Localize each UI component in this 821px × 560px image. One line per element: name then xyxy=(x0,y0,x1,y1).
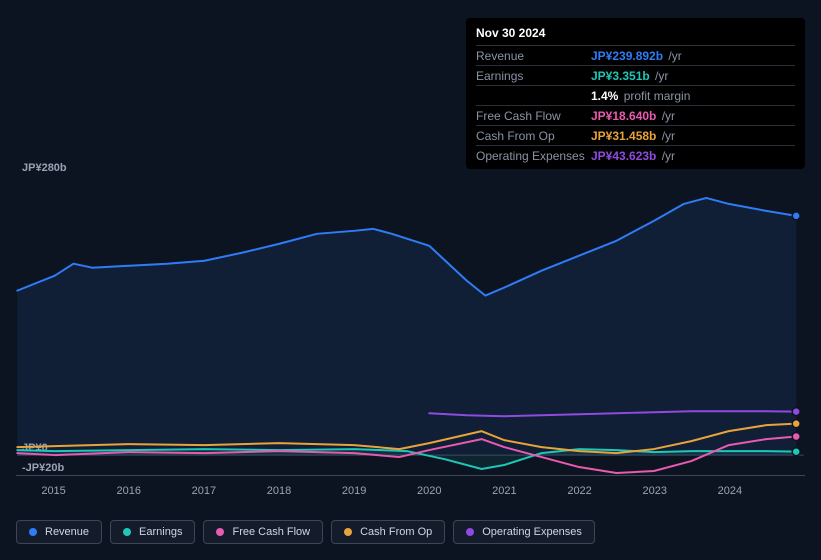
tooltip-row-label: Cash From Op xyxy=(476,129,591,143)
tooltip-row-label: Revenue xyxy=(476,49,591,63)
tooltip-extra-label: profit margin xyxy=(620,89,690,103)
tooltip-row-value: JP¥18.640b xyxy=(591,109,656,123)
legend-label: Earnings xyxy=(139,526,182,538)
x-axis-labels: 2015 2016 2017 2018 2019 2020 2021 2022 2023 2024 xyxy=(16,485,805,505)
x-axis-label: 2022 xyxy=(567,485,591,497)
tooltip-card: Nov 30 2024 RevenueJP¥239.892b /yrEarnin… xyxy=(466,18,805,169)
x-axis-label: 2015 xyxy=(41,485,65,497)
legend-item[interactable]: Earnings xyxy=(110,520,195,544)
tooltip-row-suffix: /yr xyxy=(658,109,675,123)
x-axis-label: 2019 xyxy=(342,485,366,497)
legend-dot-icon xyxy=(466,528,474,536)
tooltip-row-value: JP¥239.892b xyxy=(591,49,663,63)
legend-label: Cash From Op xyxy=(360,526,432,538)
legend-dot-icon xyxy=(29,528,37,536)
tooltip-date: Nov 30 2024 xyxy=(476,24,795,46)
legend-item[interactable]: Cash From Op xyxy=(331,520,445,544)
tooltip-row-suffix: /yr xyxy=(658,129,675,143)
legend-item[interactable]: Free Cash Flow xyxy=(203,520,323,544)
tooltip-row: RevenueJP¥239.892b /yr xyxy=(476,46,795,66)
y-axis-label: JP¥280b xyxy=(22,162,67,174)
x-axis-label: 2020 xyxy=(417,485,441,497)
x-axis-label: 2021 xyxy=(492,485,516,497)
series-end-marker-opex xyxy=(792,408,800,416)
tooltip-row-value: JP¥43.623b xyxy=(591,149,656,163)
x-axis-label: 2023 xyxy=(642,485,666,497)
series-end-marker-earnings xyxy=(792,448,800,456)
legend-dot-icon xyxy=(216,528,224,536)
series-end-marker-fcf xyxy=(792,433,800,441)
legend-label: Free Cash Flow xyxy=(232,526,310,538)
tooltip-row-suffix: /yr xyxy=(658,149,675,163)
tooltip-row: 1.4% profit margin xyxy=(476,86,795,106)
tooltip-row-label: Operating Expenses xyxy=(476,149,591,163)
legend-item[interactable]: Operating Expenses xyxy=(453,520,595,544)
chart-legend: Revenue Earnings Free Cash Flow Cash From O… xyxy=(16,520,595,544)
tooltip-row-value: JP¥3.351b xyxy=(591,69,650,83)
tooltip-extra-value: 1.4% xyxy=(591,89,618,103)
legend-dot-icon xyxy=(123,528,131,536)
chart-area[interactable]: JP¥280bJP¥0-JP¥20b xyxy=(16,158,805,480)
tooltip-row: Free Cash FlowJP¥18.640b /yr xyxy=(476,106,795,126)
tooltip-row-value: JP¥31.458b xyxy=(591,129,656,143)
series-end-marker-revenue xyxy=(792,212,800,220)
tooltip-row-suffix: /yr xyxy=(652,69,669,83)
tooltip-row: Cash From OpJP¥31.458b /yr xyxy=(476,126,795,146)
x-axis-label: 2018 xyxy=(267,485,291,497)
chart-plot[interactable] xyxy=(16,176,805,476)
x-axis-label: 2024 xyxy=(718,485,742,497)
legend-label: Operating Expenses xyxy=(482,526,582,538)
x-axis-label: 2017 xyxy=(192,485,216,497)
series-end-marker-cfo xyxy=(792,420,800,428)
x-axis-label: 2016 xyxy=(116,485,140,497)
tooltip-row-label: Free Cash Flow xyxy=(476,109,591,123)
tooltip-row-suffix: /yr xyxy=(665,49,682,63)
tooltip-row: EarningsJP¥3.351b /yr xyxy=(476,66,795,86)
legend-label: Revenue xyxy=(45,526,89,538)
tooltip-row: Operating ExpensesJP¥43.623b /yr xyxy=(476,146,795,165)
tooltip-row-label: Earnings xyxy=(476,69,591,83)
legend-item[interactable]: Revenue xyxy=(16,520,102,544)
series-area-revenue xyxy=(17,198,796,455)
legend-dot-icon xyxy=(344,528,352,536)
